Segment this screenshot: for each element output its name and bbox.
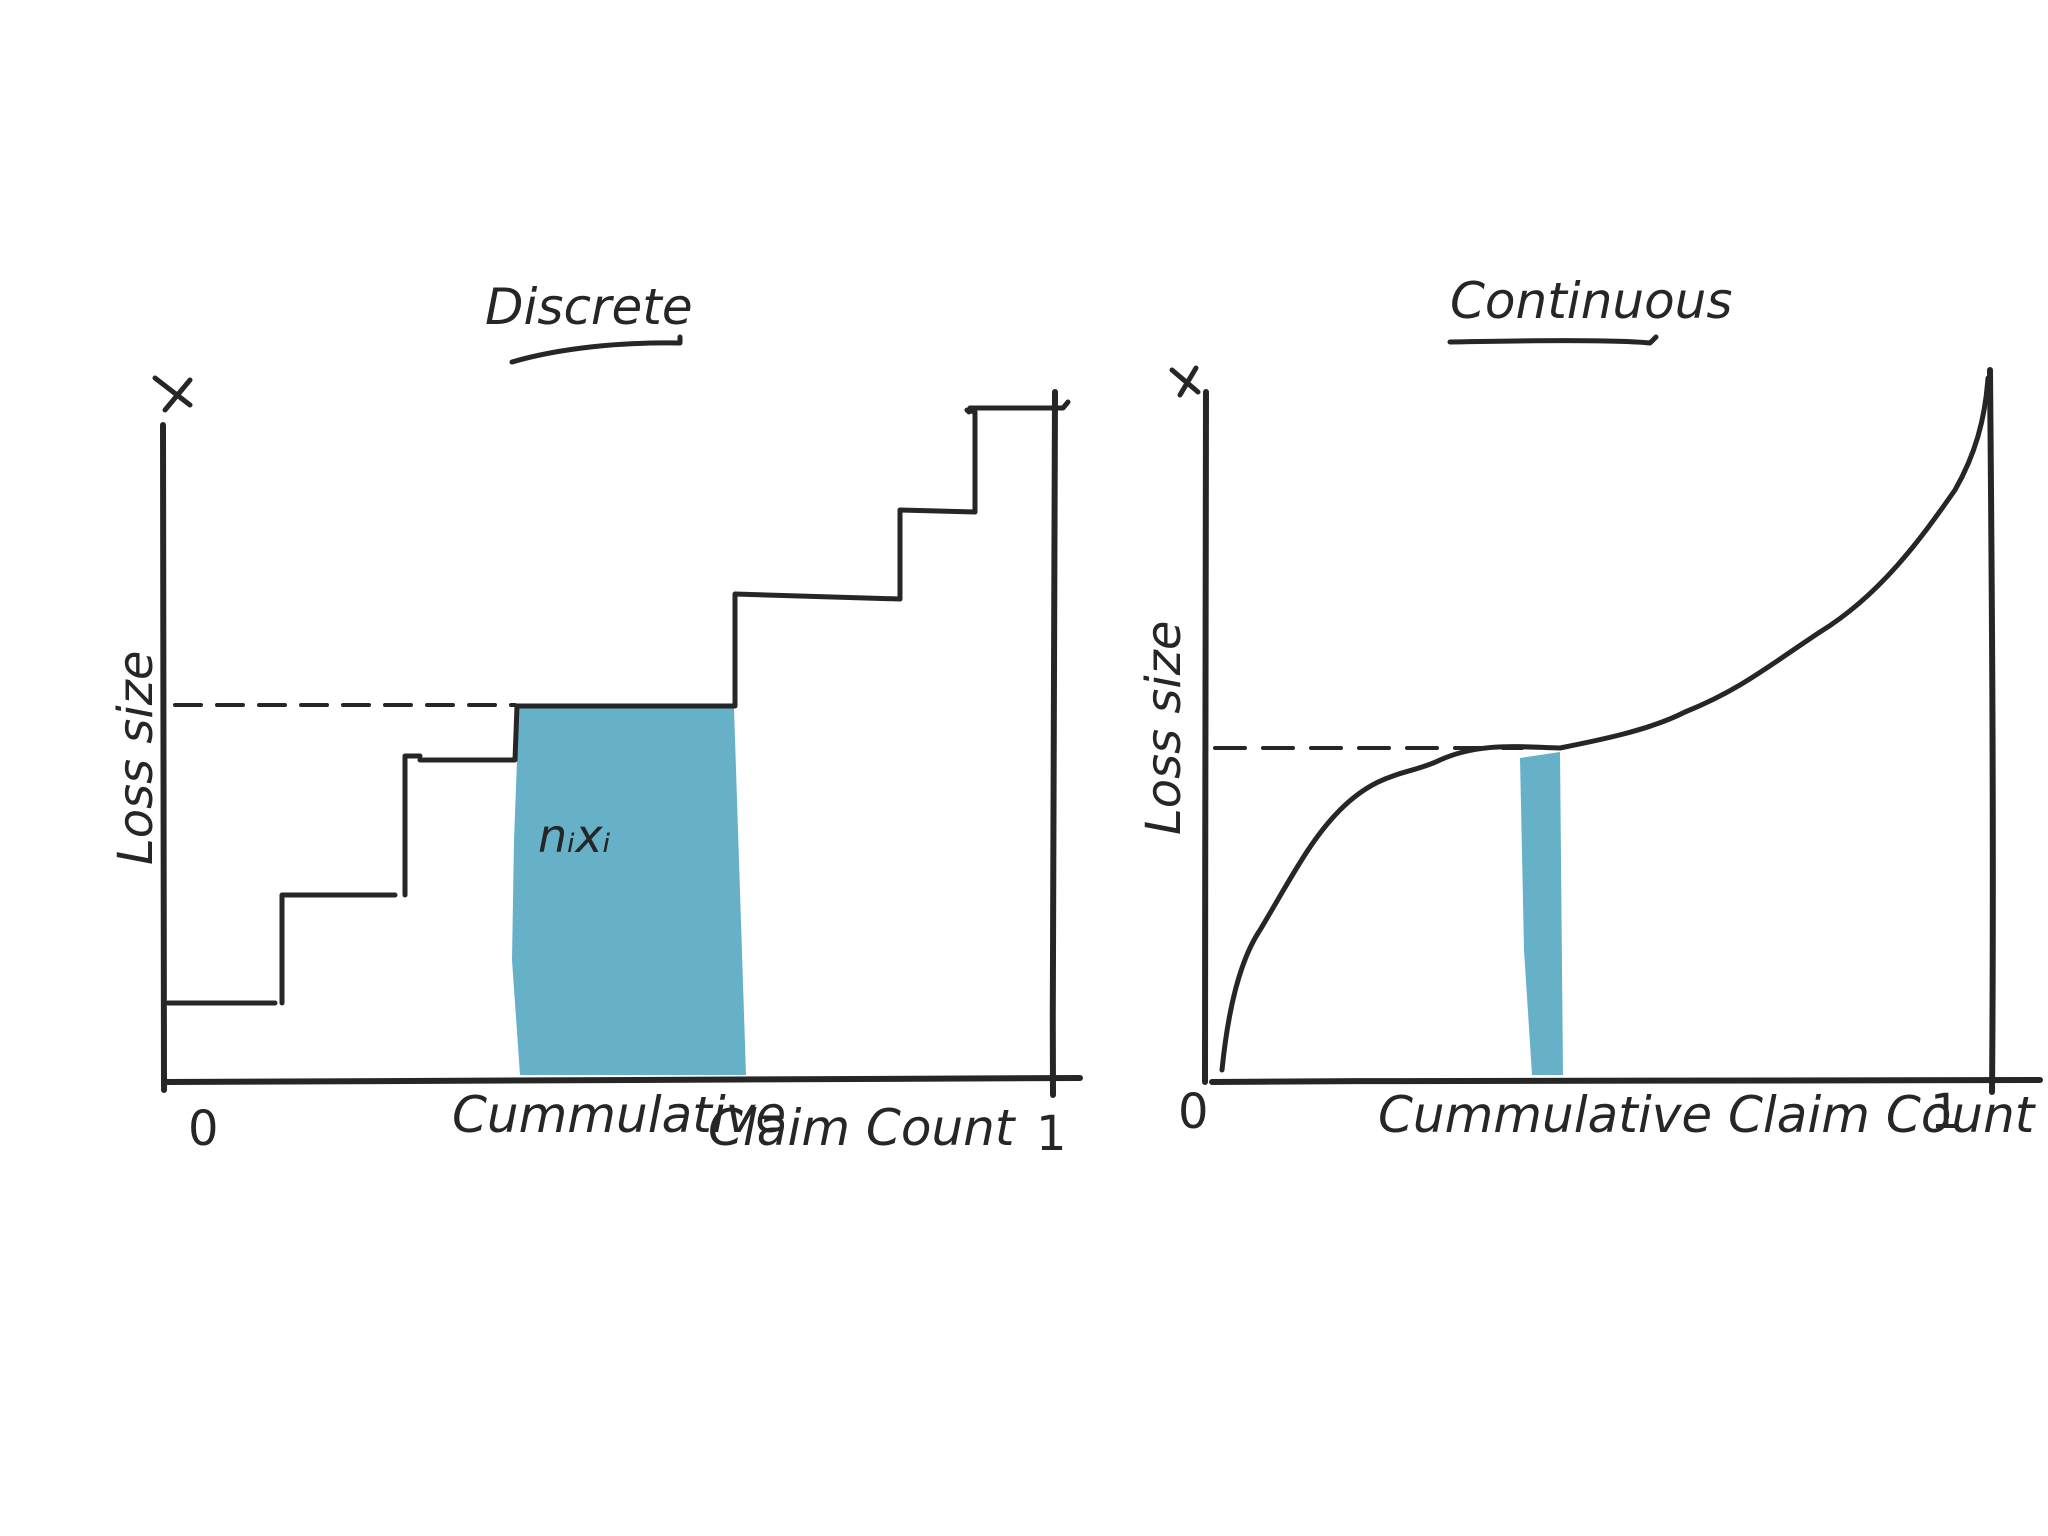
continuous-shaded-strip (1520, 752, 1563, 1075)
continuous-y-axis (1202, 389, 1209, 1085)
discrete-tick-end: 1 (1036, 1106, 1067, 1162)
continuous-title-underline (1447, 334, 1659, 346)
discrete-x-label-1: Cummulative (452, 1086, 786, 1144)
continuous-right-boundary (1987, 367, 1996, 1095)
continuous-tick-end: 1 (1930, 1084, 1961, 1140)
continuous-tick-start: 0 (1178, 1084, 1209, 1140)
discrete-x-axis (163, 1075, 1083, 1085)
discrete-right-boundary (1049, 389, 1058, 1098)
discrete-y-label: Loss size (108, 651, 164, 865)
continuous-title: Continuous (1450, 272, 1732, 330)
discrete-annotation: nᵢxᵢ (538, 809, 611, 863)
continuous-panel: Continuous X Loss size Cummulative Claim… (1136, 272, 2043, 1144)
continuous-y-axis-arrow (1169, 365, 1201, 398)
continuous-curve (1219, 375, 1991, 1073)
continuous-x-label: Cummulative Claim Count (1378, 1086, 2037, 1144)
discrete-tick-start: 0 (188, 1101, 219, 1157)
discrete-y-axis-arrow (152, 375, 193, 413)
discrete-x-label-2: Claim Count (708, 1099, 1017, 1157)
discrete-panel: Discrete X Loss size nᵢxᵢ Cummulative Cl… (108, 278, 1083, 1162)
discrete-title-underline (509, 334, 683, 365)
discrete-y-axis (160, 422, 167, 1093)
discrete-shaded-block (512, 708, 746, 1075)
discrete-step-function (165, 399, 1071, 1006)
continuous-y-label: Loss size (1136, 621, 1192, 835)
continuous-x-axis (1209, 1077, 2043, 1085)
discrete-title: Discrete (485, 278, 693, 336)
